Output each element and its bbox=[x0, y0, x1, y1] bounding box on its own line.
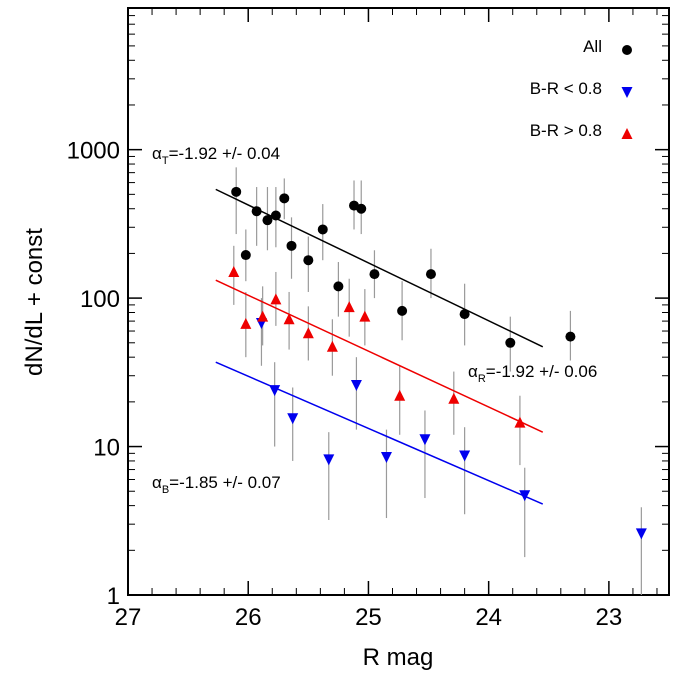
data-markers bbox=[228, 186, 647, 540]
fit-lines bbox=[215, 188, 544, 505]
legend-marker bbox=[622, 45, 632, 55]
fit-annotation: αT=-1.92 +/- 0.04 bbox=[152, 144, 280, 167]
data-point bbox=[394, 389, 406, 401]
data-point bbox=[350, 379, 362, 391]
error-bars bbox=[233, 167, 642, 595]
y-tick-label: 100 bbox=[80, 286, 120, 313]
data-point bbox=[269, 385, 281, 397]
data-point bbox=[270, 293, 282, 305]
data-point bbox=[240, 317, 252, 329]
data-point bbox=[369, 269, 380, 280]
y-tick-label: 10 bbox=[93, 435, 120, 462]
fit-annotations: αT=-1.92 +/- 0.04 αR=-1.92 +/- 0.06 αB=-1.… bbox=[152, 144, 597, 496]
data-point bbox=[519, 490, 531, 502]
data-point bbox=[397, 305, 408, 316]
fit-annotation: αB=-1.85 +/- 0.07 bbox=[152, 473, 281, 496]
legend-label: B-R < 0.8 bbox=[530, 79, 602, 98]
data-point bbox=[514, 416, 526, 428]
x-tick-label: 27 bbox=[115, 604, 142, 631]
x-axis-title: R mag bbox=[363, 644, 434, 671]
data-point bbox=[459, 450, 471, 462]
data-point bbox=[279, 193, 290, 204]
legend-label: B-R > 0.8 bbox=[530, 121, 602, 140]
y-tick-label: 1000 bbox=[67, 138, 120, 165]
axis-ticks: 27 26 25 24 23 1 10 100 1000 bbox=[67, 7, 669, 631]
fit-line bbox=[215, 279, 544, 433]
data-point bbox=[356, 203, 367, 214]
data-point bbox=[359, 310, 371, 322]
data-point bbox=[635, 528, 647, 540]
data-point bbox=[459, 309, 470, 320]
data-point bbox=[240, 250, 251, 261]
data-point bbox=[231, 186, 242, 197]
data-point bbox=[425, 269, 436, 280]
data-point bbox=[302, 327, 314, 339]
legend-marker bbox=[621, 128, 633, 139]
data-point bbox=[343, 301, 355, 313]
fit-line bbox=[215, 188, 544, 348]
data-point bbox=[326, 340, 338, 352]
data-point bbox=[262, 215, 273, 226]
data-point bbox=[448, 392, 460, 404]
data-point bbox=[303, 255, 314, 266]
data-point bbox=[228, 265, 240, 277]
data-point bbox=[270, 210, 281, 221]
legend-label: All bbox=[583, 37, 602, 56]
data-point bbox=[333, 281, 344, 292]
data-point bbox=[251, 206, 262, 217]
x-tick-label: 24 bbox=[475, 604, 502, 631]
data-point bbox=[257, 310, 269, 322]
data-point bbox=[286, 240, 297, 251]
data-point bbox=[283, 313, 295, 325]
data-point bbox=[380, 452, 392, 464]
data-point bbox=[323, 454, 335, 466]
legend: All B-R < 0.8 B-R > 0.8 bbox=[530, 37, 633, 140]
fit-annotation: αR=-1.92 +/- 0.06 bbox=[468, 362, 597, 385]
x-tick-label: 25 bbox=[355, 604, 382, 631]
data-point bbox=[317, 224, 328, 235]
data-point bbox=[565, 331, 576, 342]
data-point bbox=[505, 337, 516, 348]
legend-marker bbox=[621, 87, 633, 98]
plot-frame bbox=[127, 7, 670, 596]
data-point bbox=[419, 434, 431, 446]
y-axis-title: dN/dL + const bbox=[21, 228, 48, 376]
y-tick-label: 1 bbox=[107, 583, 120, 610]
data-point bbox=[287, 413, 299, 425]
x-tick-label: 26 bbox=[235, 604, 262, 631]
x-tick-label: 23 bbox=[596, 604, 623, 631]
